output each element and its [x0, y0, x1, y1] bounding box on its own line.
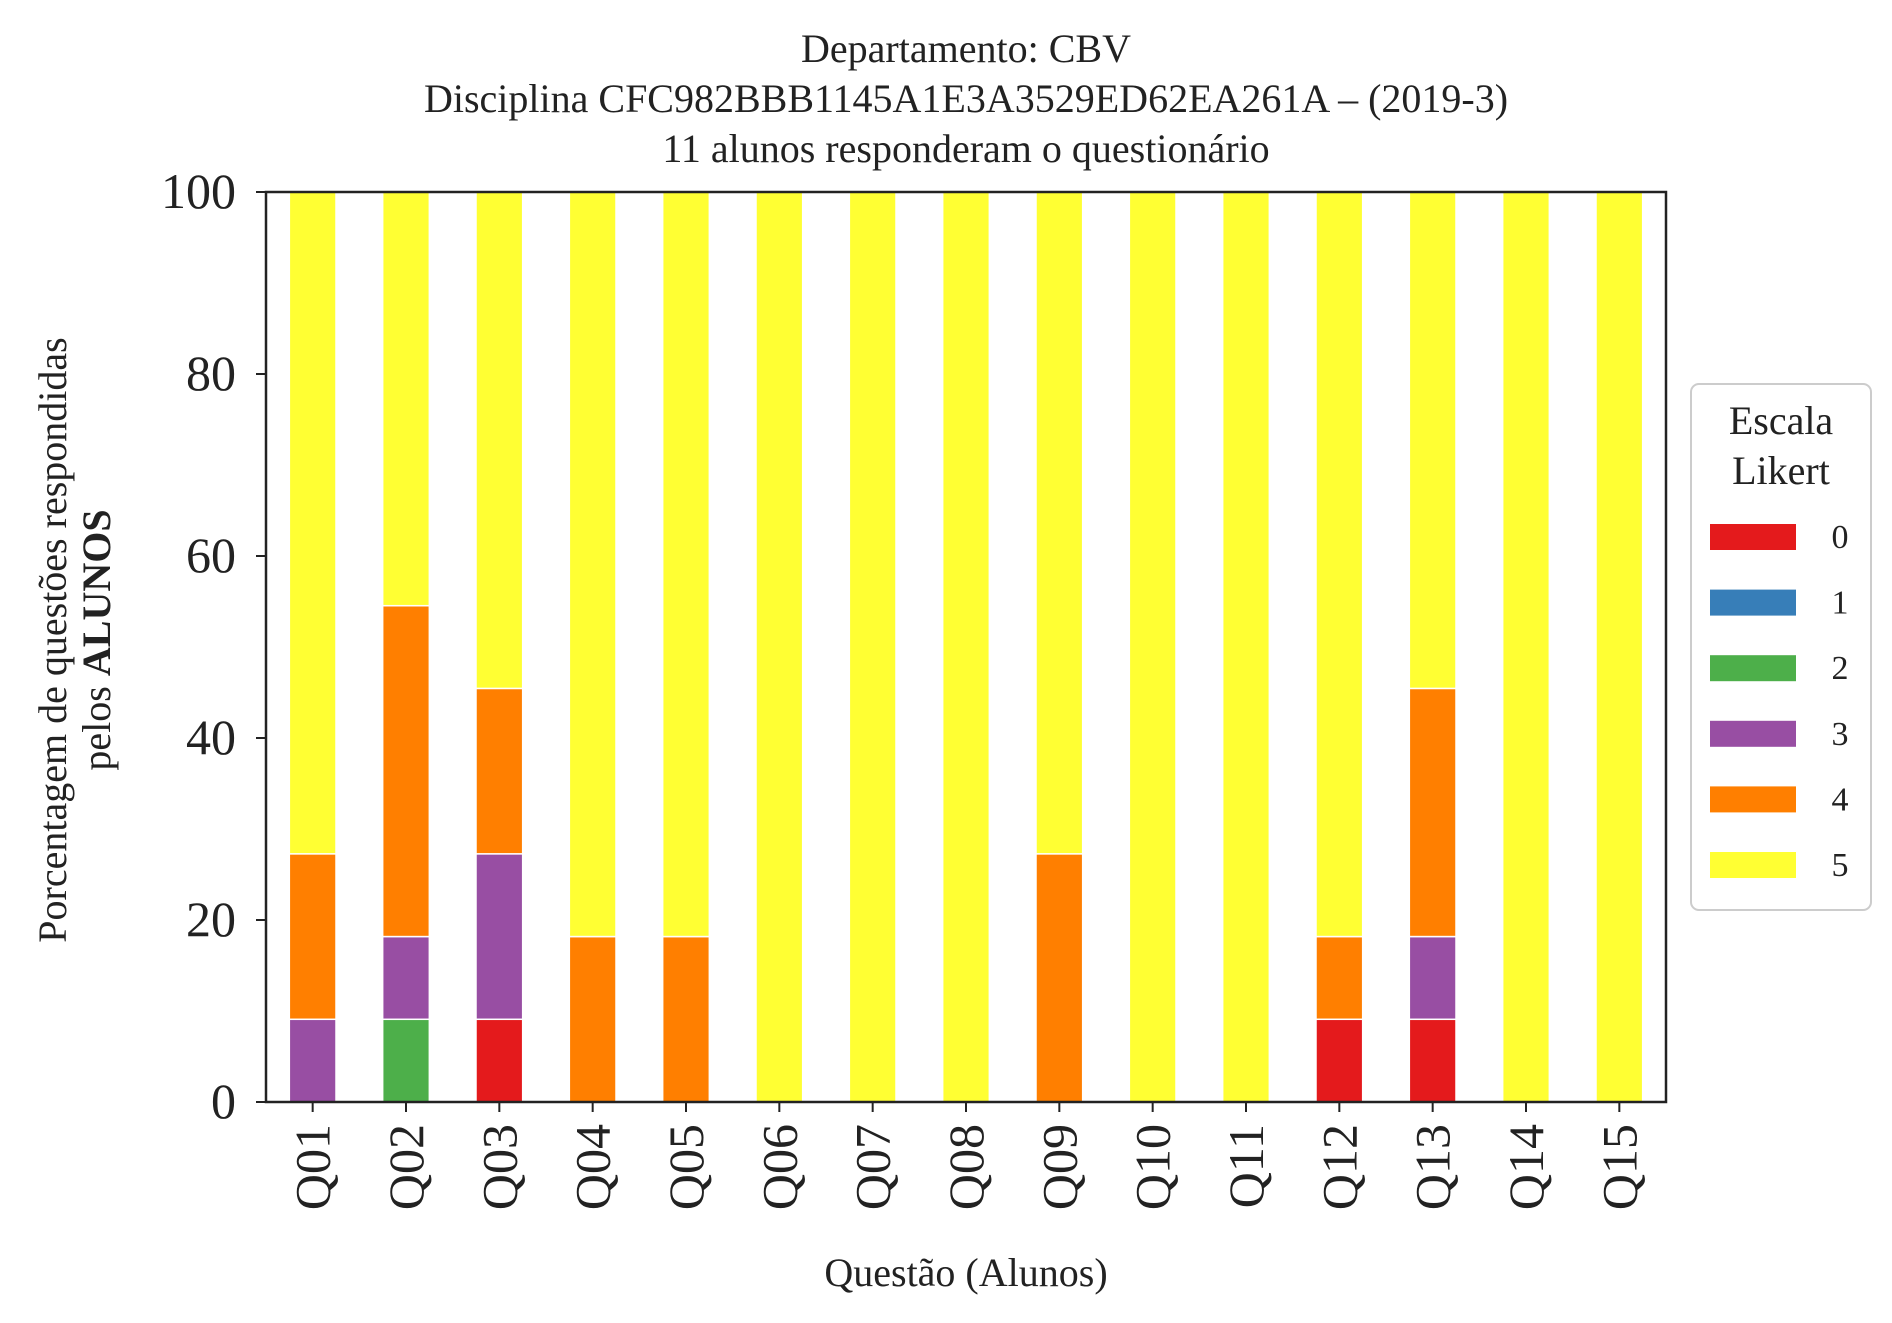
bar-Q01-level-5 [288, 191, 337, 855]
bar-Q05-level-4 [661, 935, 711, 1103]
y-axis-title-prefix: pelos [74, 676, 119, 770]
legend-label-0: 0 [1832, 519, 1849, 556]
x-tick-label-Q11: Q11 [1218, 1124, 1274, 1208]
bar-Q03-level-5 [475, 191, 524, 690]
x-ticks: Q01 Q02 Q03 Q04 Q05 Q06 Q07 Q08 Q09 Q10 Q11 Q12 Q13 Q… [285, 1102, 1647, 1210]
bar-Q01-level-4 [288, 853, 337, 1021]
bar-Q02-level-4 [381, 604, 431, 938]
y-axis-title-bold: ALUNOS [74, 509, 119, 676]
legend-swatch-2 [1710, 655, 1796, 682]
x-tick-label-Q01: Q01 [285, 1124, 341, 1210]
plot-frame [264, 190, 1668, 1104]
legend-swatch-0 [1710, 524, 1796, 550]
x-tick-label-Q12: Q12 [1311, 1124, 1367, 1210]
x-axis-title: Questão (Alunos) [824, 1250, 1107, 1295]
bar-Q03-level-0 [475, 1018, 524, 1103]
bar-Q09-level-4 [1035, 853, 1084, 1103]
bar-Q12-level-0 [1315, 1018, 1364, 1103]
bar-Q06-level-5 [755, 191, 804, 1103]
x-tick-label-Q08: Q08 [938, 1124, 994, 1210]
legend-swatch-1 [1710, 589, 1796, 616]
legend-label-4: 4 [1832, 781, 1849, 818]
bar-Q01-level-3 [288, 1018, 337, 1103]
bar-Q04-level-5 [568, 191, 617, 938]
legend-label-2: 2 [1832, 650, 1849, 687]
x-tick-label-Q14: Q14 [1498, 1124, 1554, 1210]
bar-Q13-level-4 [1408, 687, 1457, 938]
x-tick-label-Q13: Q13 [1405, 1124, 1461, 1210]
x-tick-label-Q10: Q10 [1125, 1124, 1181, 1210]
bar-Q03-level-4 [475, 687, 524, 855]
bar-Q14-level-5 [1501, 191, 1551, 1103]
bar-Q13-level-5 [1408, 191, 1457, 690]
y-tick-label: 0 [211, 1073, 236, 1129]
bar-Q10-level-5 [1128, 191, 1177, 1103]
bars [288, 191, 1644, 1103]
legend: Escala Likert 0 1 2 3 4 5 [1690, 383, 1872, 911]
legend-swatch-5 [1710, 852, 1796, 878]
bar-Q13-level-0 [1408, 1018, 1457, 1103]
y-tick-label: 80 [186, 345, 236, 401]
bar-Q03-level-3 [475, 853, 524, 1021]
y-tick-label: 100 [161, 163, 236, 219]
bar-Q08-level-5 [941, 191, 991, 1103]
legend-label-1: 1 [1832, 585, 1849, 622]
bar-Q12-level-4 [1315, 935, 1364, 1021]
bar-Q02-level-5 [381, 191, 431, 607]
x-tick-label-Q04: Q04 [565, 1124, 621, 1210]
x-tick-label-Q06: Q06 [751, 1124, 807, 1210]
bar-Q09-level-5 [1035, 191, 1084, 855]
chart-title: Departamento: CBV Disciplina CFC982BBB11… [424, 26, 1508, 171]
title-line-2: Disciplina CFC982BBB1145A1E3A3529ED62EA2… [424, 76, 1508, 121]
y-axis-title-line-2: pelos ALUNOS [74, 509, 119, 770]
bar-Q02-level-2 [381, 1018, 431, 1103]
y-tick-label: 40 [186, 709, 236, 765]
bar-Q13-level-3 [1408, 935, 1457, 1021]
legend-swatch-4 [1710, 786, 1796, 813]
y-axis-title-line-1: Porcentagem de questões respondidas [30, 337, 75, 942]
title-line-3: 11 alunos responderam o questionário [662, 126, 1269, 171]
y-axis-title: Porcentagem de questões respondidas pelo… [30, 337, 119, 942]
x-tick-label-Q15: Q15 [1591, 1124, 1647, 1210]
bar-Q07-level-5 [848, 191, 897, 1103]
y-ticks: 0 20 40 60 80 100 [161, 163, 266, 1129]
bar-Q11-level-5 [1221, 191, 1271, 1103]
y-tick-label: 60 [186, 527, 236, 583]
legend-title-line-1: Escala [1729, 398, 1834, 443]
legend-title-line-2: Likert [1732, 448, 1830, 493]
bar-Q15-level-5 [1595, 191, 1644, 1103]
bar-Q02-level-3 [381, 935, 431, 1021]
y-tick-label: 20 [186, 891, 236, 947]
x-tick-label-Q07: Q07 [845, 1124, 901, 1210]
title-line-1: Departamento: CBV [801, 26, 1131, 71]
bar-Q12-level-5 [1315, 191, 1364, 938]
bar-Q04-level-4 [568, 935, 617, 1103]
legend-label-3: 3 [1832, 716, 1849, 753]
x-tick-label-Q02: Q02 [378, 1124, 434, 1210]
x-tick-label-Q03: Q03 [471, 1124, 527, 1210]
legend-label-5: 5 [1832, 847, 1849, 884]
x-tick-label-Q09: Q09 [1031, 1124, 1087, 1210]
bar-Q05-level-5 [661, 191, 711, 938]
x-tick-label-Q05: Q05 [658, 1124, 714, 1210]
legend-swatch-3 [1710, 720, 1796, 747]
legend-frame [1690, 383, 1872, 911]
